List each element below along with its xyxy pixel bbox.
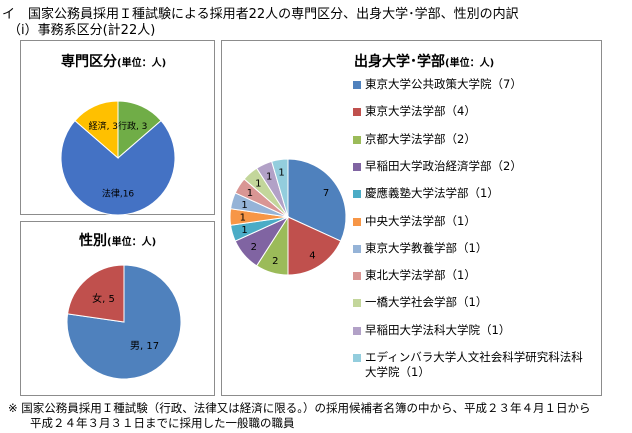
legend-swatch-6 — [353, 244, 361, 253]
legend-swatch-8 — [353, 299, 361, 308]
specialty-chart-panel: 専門区分(単位：人) 行政, 3 法律,16 経済, 3 — [20, 40, 215, 216]
gender-chart-title: 性別(単位：人) — [79, 233, 157, 249]
header-title: イ 国家公務員採用Ｉ種試験による採用者22人の専門区分、出身大学･学部、性別の内… — [2, 7, 519, 22]
university-label-0: 7 — [323, 188, 329, 199]
gender-label-1: 女, 5 — [92, 292, 115, 305]
legend-entry-7: 東北大学法学部（1） — [365, 268, 476, 283]
university-label-10: 1 — [278, 168, 284, 179]
specialty-label-1: 法律,16 — [102, 187, 135, 199]
specialty-slice-2 — [74, 100, 119, 160]
university-chart-title: 出身大学･学部(単位：人) — [354, 54, 495, 70]
university-slice-0 — [287, 158, 347, 242]
legend-swatch-7 — [353, 272, 361, 281]
legend-swatch-9 — [353, 326, 361, 335]
legend-entry-9: 早稲田大学法科大学院（1） — [365, 322, 511, 337]
legend-entry-3: 早稲田大学政治経済学部（2） — [365, 158, 522, 173]
gender-chart-panel: 性別(単位：人) 男, 17 女, 5 — [20, 221, 215, 396]
legend-entry-5: 中央大学法学部（1） — [365, 213, 476, 228]
university-label-4: 1 — [241, 225, 247, 236]
university-label-3: 2 — [251, 242, 257, 253]
header-subtitle: （ⅰ）事務系区分(計22人) — [8, 23, 156, 38]
legend-swatch-1 — [353, 108, 361, 117]
legend-entry-6: 東京大学教養学部（1） — [365, 240, 488, 255]
university-label-6: 1 — [241, 200, 247, 211]
footnote-line1: ※ 国家公務員採用Ｉ種試験（行政、法律又は経済に限る。）の採用候補者名簿の中から… — [8, 401, 591, 415]
legend-swatch-3 — [353, 162, 361, 171]
legend-swatch-4 — [353, 190, 361, 199]
legend-swatch-5 — [353, 217, 361, 226]
university-label-2: 2 — [272, 256, 278, 267]
specialty-chart-title: 専門区分(単位：人) — [61, 54, 167, 70]
legend-entry-8: 一橋大学社会学部（1） — [365, 295, 488, 310]
legend-entry-4: 慶應義塾大学法学部（1） — [365, 186, 499, 201]
university-label-8: 1 — [255, 178, 261, 189]
university-label-1: 4 — [309, 251, 315, 262]
footnote-line2: 平成２４年３月３１日までに採用した一般職の職員 — [30, 416, 295, 430]
specialty-pie: 行政, 3 法律,16 経済, 3 — [60, 100, 176, 216]
legend-swatch-10 — [353, 354, 361, 362]
gender-label-0: 男, 17 — [130, 340, 159, 352]
university-label-5: 1 — [240, 213, 246, 224]
university-label-7: 1 — [247, 188, 253, 199]
legend-entry-0: 東京大学公共政策大学院（7） — [365, 77, 522, 91]
legend-entry-2: 京都大学法学部（2） — [365, 131, 476, 146]
legend-swatch-0 — [353, 81, 361, 89]
specialty-label-2: 経済, 3 — [89, 120, 118, 132]
university-slice-10 — [271, 158, 289, 218]
university-slice-1 — [287, 216, 342, 276]
legend-swatch-2 — [353, 135, 361, 144]
legend-entry-1: 東京大学法学部（4） — [365, 104, 476, 119]
university-label-9: 1 — [266, 171, 272, 182]
specialty-label-0: 行政, 3 — [118, 120, 147, 132]
gender-pie: 男, 17 女, 5 — [66, 264, 182, 380]
legend-entry-10: エディンバラ大学人文社会科学研究科法科 大学院（1） — [365, 350, 583, 379]
gender-slice-1 — [67, 264, 125, 323]
specialty-slice-1 — [60, 119, 176, 216]
